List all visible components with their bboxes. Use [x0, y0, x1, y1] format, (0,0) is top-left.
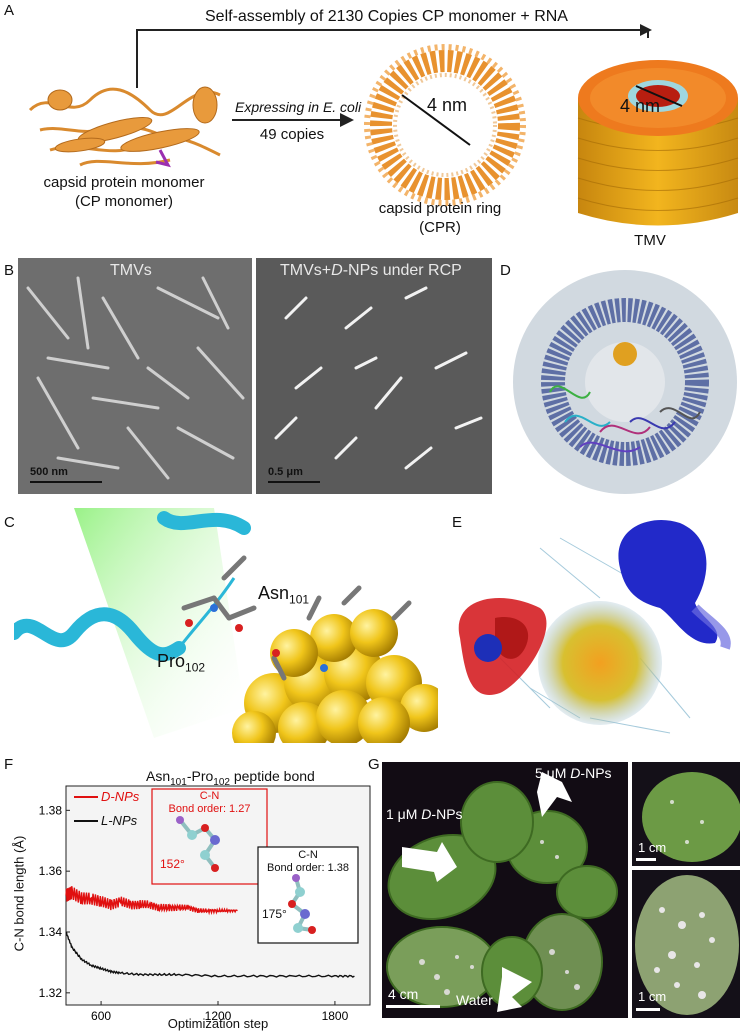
inset-l-box [257, 846, 359, 944]
panel-label-d: D [500, 262, 511, 279]
asn-pro-binding-model [14, 508, 438, 743]
zoom-top-scale-bar [636, 858, 656, 861]
ring-dimension: 4 nm [427, 95, 468, 115]
ring-label-2: (CPR) [419, 219, 461, 236]
x-tick-label: 600 [91, 1009, 111, 1023]
tem-image-tmvs [18, 258, 252, 494]
label-water: Water [456, 992, 493, 1008]
label-5um: 5 μM D-NPs [535, 765, 612, 781]
tem-image-tmvs-dnps [256, 258, 492, 494]
residue-asn-name: Asn [258, 583, 290, 603]
panel-label-c: C [4, 514, 15, 531]
leaf-zoom-bottom [632, 870, 740, 1018]
label-1um-post: -NPs [431, 806, 463, 822]
expression-organism: E. coli [322, 99, 362, 115]
panel-label-f: F [4, 756, 14, 773]
tem-left-title: TMVs [110, 262, 152, 279]
chart-title-res1: Asn [146, 768, 171, 784]
main-photo-scale-label: 4 cm [388, 986, 419, 1002]
label-5um-italic: D [570, 765, 581, 781]
monomer-label-2: (CP monomer) [74, 193, 174, 210]
chart-title: Asn101-Pro102 peptide bond [146, 768, 315, 788]
expression-arrow [232, 113, 354, 127]
monomer-label-1: capsid protein monomer [43, 174, 205, 191]
series-d-nps-line [65, 886, 238, 916]
y-tick-label: 1.38 [39, 803, 63, 817]
label-1um-italic: D [421, 806, 432, 822]
tmv-label: TMV [634, 232, 666, 249]
chart-xlabel: Optimization step [167, 1016, 269, 1031]
expression-text: Expressing in [235, 99, 323, 115]
label-5um-post: -NPs [580, 765, 612, 781]
legend-d-label: D-NPs [101, 789, 140, 804]
y-tick-label: 1.32 [39, 986, 63, 1000]
panel-label-g: G [368, 756, 380, 773]
legend-l-label: L-NPs [101, 813, 138, 828]
inset-d-atoms [176, 816, 220, 872]
tem-right-scale-bar [268, 481, 320, 483]
copies-label: 49 copies [259, 126, 325, 143]
inset-d-angle: 152° [160, 857, 185, 871]
expression-label: Expressing in E. coli [235, 99, 361, 115]
chart-ylabel: C-N bond length (Å) [11, 835, 27, 952]
label-1um: 1 μM D-NPs [386, 806, 463, 822]
series-l-nps-line [65, 931, 355, 978]
cp-monomer-structure [28, 86, 221, 168]
leaf-zoom-top [632, 762, 740, 866]
tmv-nanoparticle-complex [513, 270, 737, 494]
residue-asn-number: 101 [289, 592, 310, 607]
inset-d-box [151, 788, 268, 885]
label-1um-pre: 1 μM [386, 806, 422, 822]
tem-right-title-pre: TMVs+ [280, 262, 332, 279]
residue-pro-number: 102 [185, 660, 206, 675]
tem-right-title-post: -NPs under RCP [342, 262, 462, 279]
panel-label-a: A [4, 2, 15, 19]
panel-a-top-text: Self-assembly of 2130 Copies CP monomer … [205, 8, 568, 25]
residue-pro-name: Pro [157, 651, 186, 671]
panel-label-b: B [4, 262, 15, 279]
plant-photo-main [382, 762, 628, 1018]
panel-label-e: E [452, 514, 463, 531]
y-tick-label: 1.34 [39, 925, 63, 939]
inset-l-atoms [288, 874, 316, 934]
residue-asn-label: Asn101 [258, 583, 309, 607]
residue-pro-label: Pro102 [157, 651, 205, 675]
bond-length-chart: 1.32 1.34 1.36 1.38 600 1200 1800 [39, 785, 371, 1023]
tem-left-scale-label: 500 nm [30, 466, 68, 478]
inset-l-title: C-N [298, 849, 318, 861]
chart-title-post: peptide bond [229, 768, 315, 784]
x-tick-label: 1200 [205, 1009, 232, 1023]
capsid-protein-ring [364, 44, 526, 206]
electrostatic-surface-model [458, 520, 731, 734]
inset-d-bond-order: Bond order: 1.27 [168, 803, 251, 815]
x-tick-label: 1800 [322, 1009, 349, 1023]
inset-d-title: C-N [199, 790, 220, 802]
chart-title-sub2: 102 [213, 776, 230, 788]
y-tick-label: 1.36 [39, 864, 63, 878]
inset-l-bond-order: Bond order: 1.38 [267, 862, 349, 874]
zoom-bottom-scale-bar [636, 1008, 660, 1011]
panel-a-top-arrow [136, 24, 652, 88]
zoom-bottom-scale-label: 1 cm [638, 989, 667, 1004]
tem-right-title: TMVs+D-NPs under RCP [280, 262, 462, 280]
inset-l-angle: 175° [262, 907, 287, 921]
tmv-dimension: 4 nm [620, 96, 661, 116]
main-photo-scale-bar [386, 1005, 440, 1008]
chart-title-sub1: 101 [170, 776, 187, 788]
tem-right-scale-label: 0.5 μm [268, 466, 303, 478]
tem-left-scale-bar [30, 481, 102, 483]
chart-title-mid: -Pro [186, 768, 214, 784]
tem-right-title-italic: D [331, 262, 343, 279]
tmv-structure [577, 60, 739, 226]
ring-label-1: capsid protein ring [378, 200, 502, 217]
zoom-top-scale-label: 1 cm [638, 840, 667, 855]
label-5um-pre: 5 μM [535, 765, 571, 781]
